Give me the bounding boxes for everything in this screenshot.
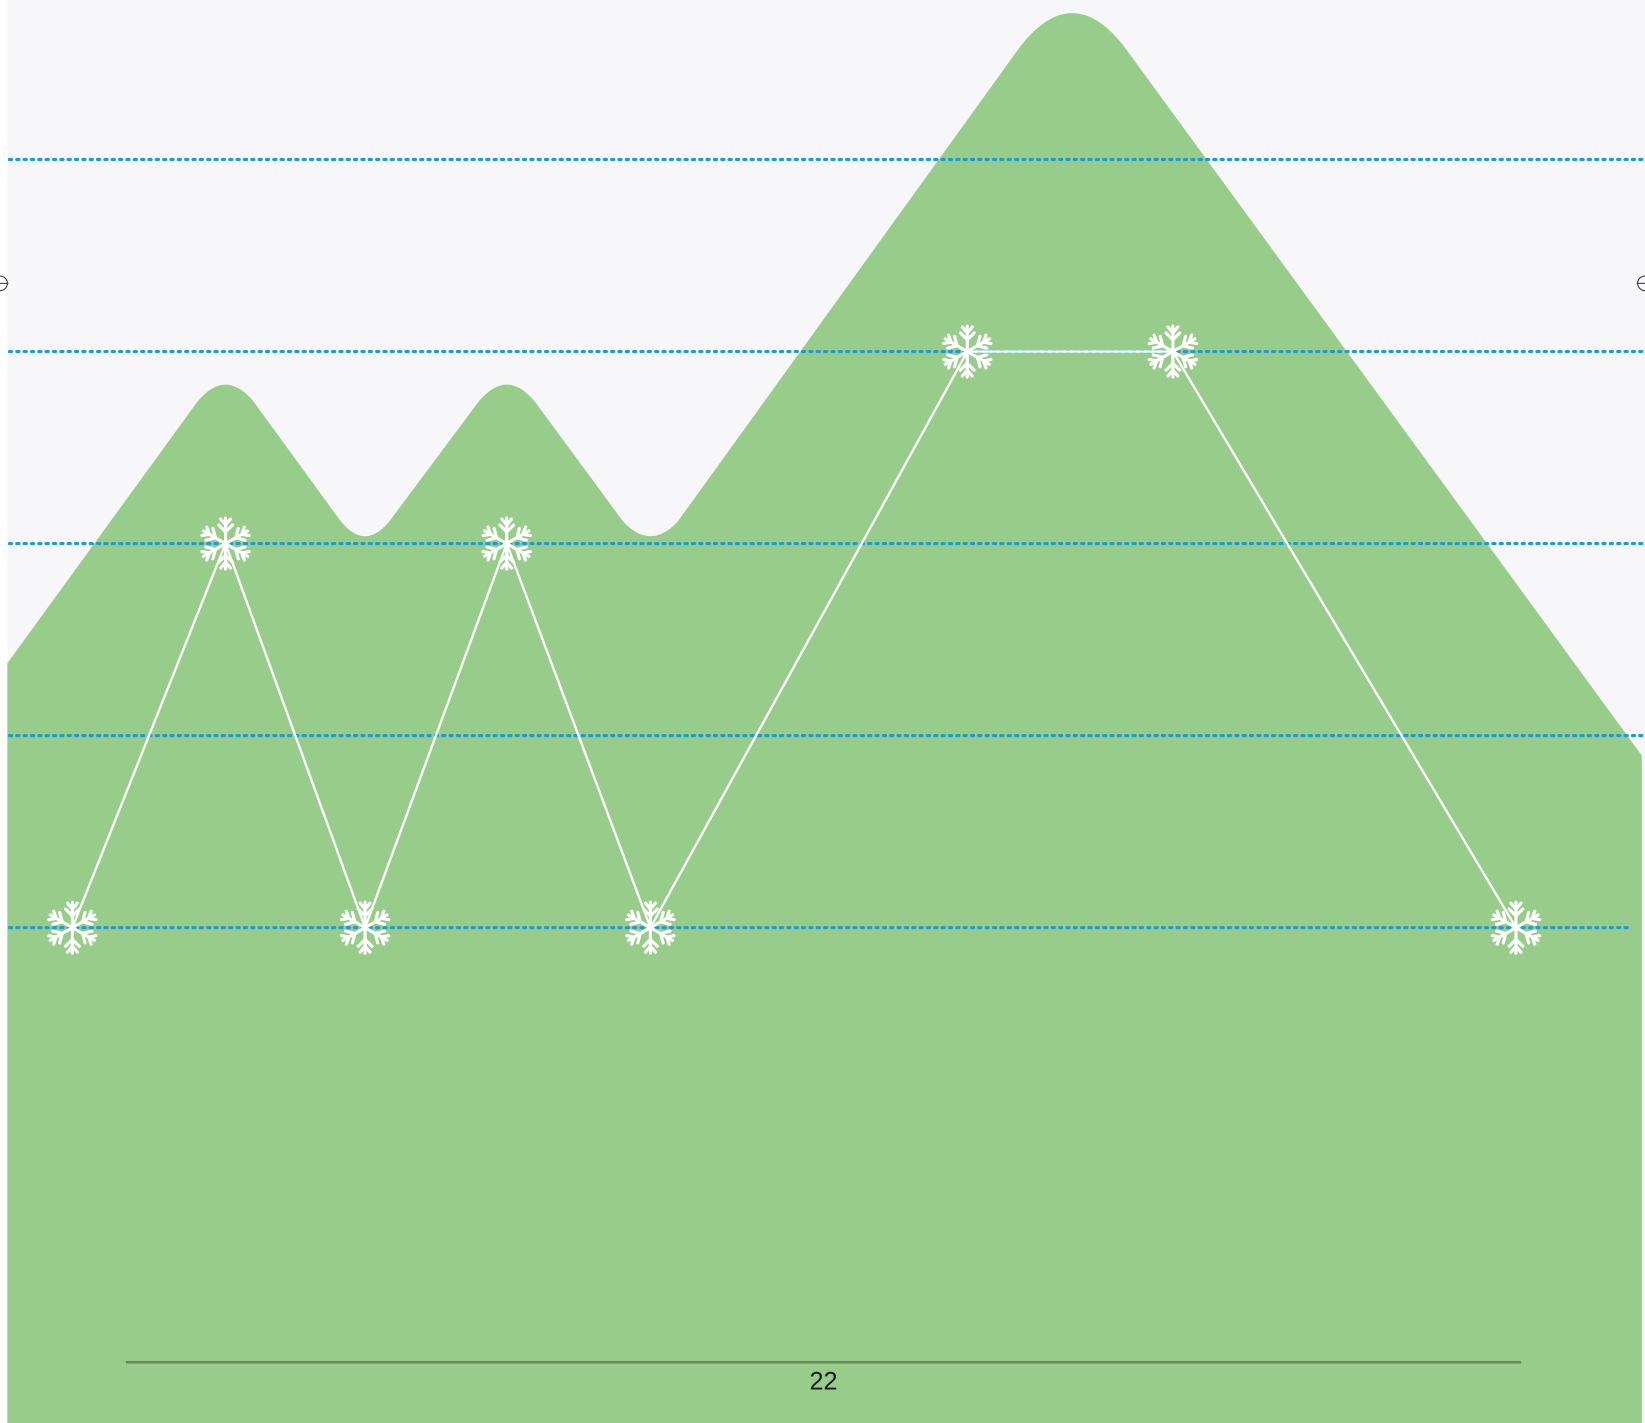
- mountains: [7, 13, 1642, 1423]
- registration-marks: [0, 275, 1645, 292]
- page-number: 22: [810, 1367, 838, 1395]
- snowflake-path: [71, 350, 1517, 932]
- dotted-guides: [7, 157, 1645, 930]
